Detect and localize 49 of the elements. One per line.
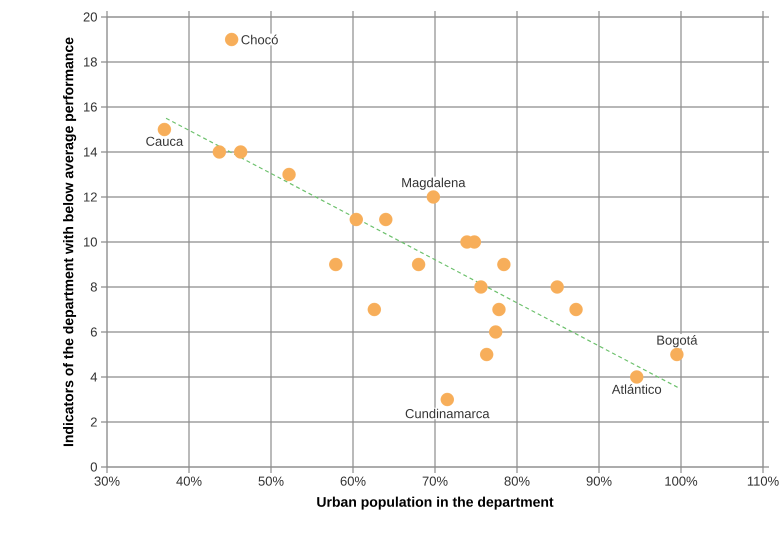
point	[440, 392, 454, 406]
y-tick-label: 8	[90, 282, 97, 292]
x-tick-label: 70%	[422, 476, 448, 486]
x-tick-label: 100%	[665, 476, 698, 486]
point	[379, 212, 392, 226]
point	[492, 302, 506, 316]
x-tick-label: 80%	[504, 476, 530, 486]
point	[329, 258, 342, 272]
x-tick-label: 40%	[176, 476, 202, 486]
point	[282, 168, 296, 182]
point	[158, 122, 172, 136]
x-tick-label: 60%	[340, 476, 366, 486]
x-tick-label: 50%	[258, 476, 284, 486]
y-tick-label: 6	[90, 327, 97, 337]
point	[224, 32, 238, 46]
x-tick-label: 30%	[94, 476, 120, 486]
y-tick-label: 14	[84, 148, 98, 156]
annotation: Magdalena	[402, 178, 466, 190]
point	[480, 348, 494, 362]
point	[630, 370, 644, 384]
point	[350, 212, 363, 226]
x-tick-label: 110%	[748, 476, 779, 486]
point	[212, 145, 226, 159]
y-tick-label: 12	[84, 192, 97, 202]
y-axis-title: Indicators of the department with below average performance	[63, 38, 76, 446]
y-tick-label: 18	[84, 57, 97, 67]
annotation: Bogotá	[657, 335, 698, 348]
annotation: Cauca	[146, 136, 184, 146]
y-tick-label: 16	[84, 102, 97, 112]
annotation: Cundinamarca	[406, 408, 490, 418]
point	[488, 325, 502, 339]
annotation: Atlántico	[612, 384, 662, 394]
point	[426, 190, 440, 204]
point	[368, 302, 382, 316]
point	[234, 145, 248, 159]
x-tick-label: 90%	[586, 476, 612, 486]
y-tick-label: 20	[84, 12, 97, 22]
y-tick-label: 4	[90, 372, 98, 382]
point	[670, 348, 684, 362]
point	[497, 258, 511, 272]
point	[569, 302, 583, 316]
y-tick-label: 2	[90, 417, 97, 427]
point	[550, 280, 564, 294]
y-tick-label: 0	[90, 462, 97, 472]
point	[412, 258, 426, 272]
x-axis-title: Urban population in the department	[317, 496, 554, 510]
point	[474, 280, 488, 294]
annotation: Chocó	[242, 34, 278, 44]
y-tick-label: 10	[84, 237, 97, 247]
